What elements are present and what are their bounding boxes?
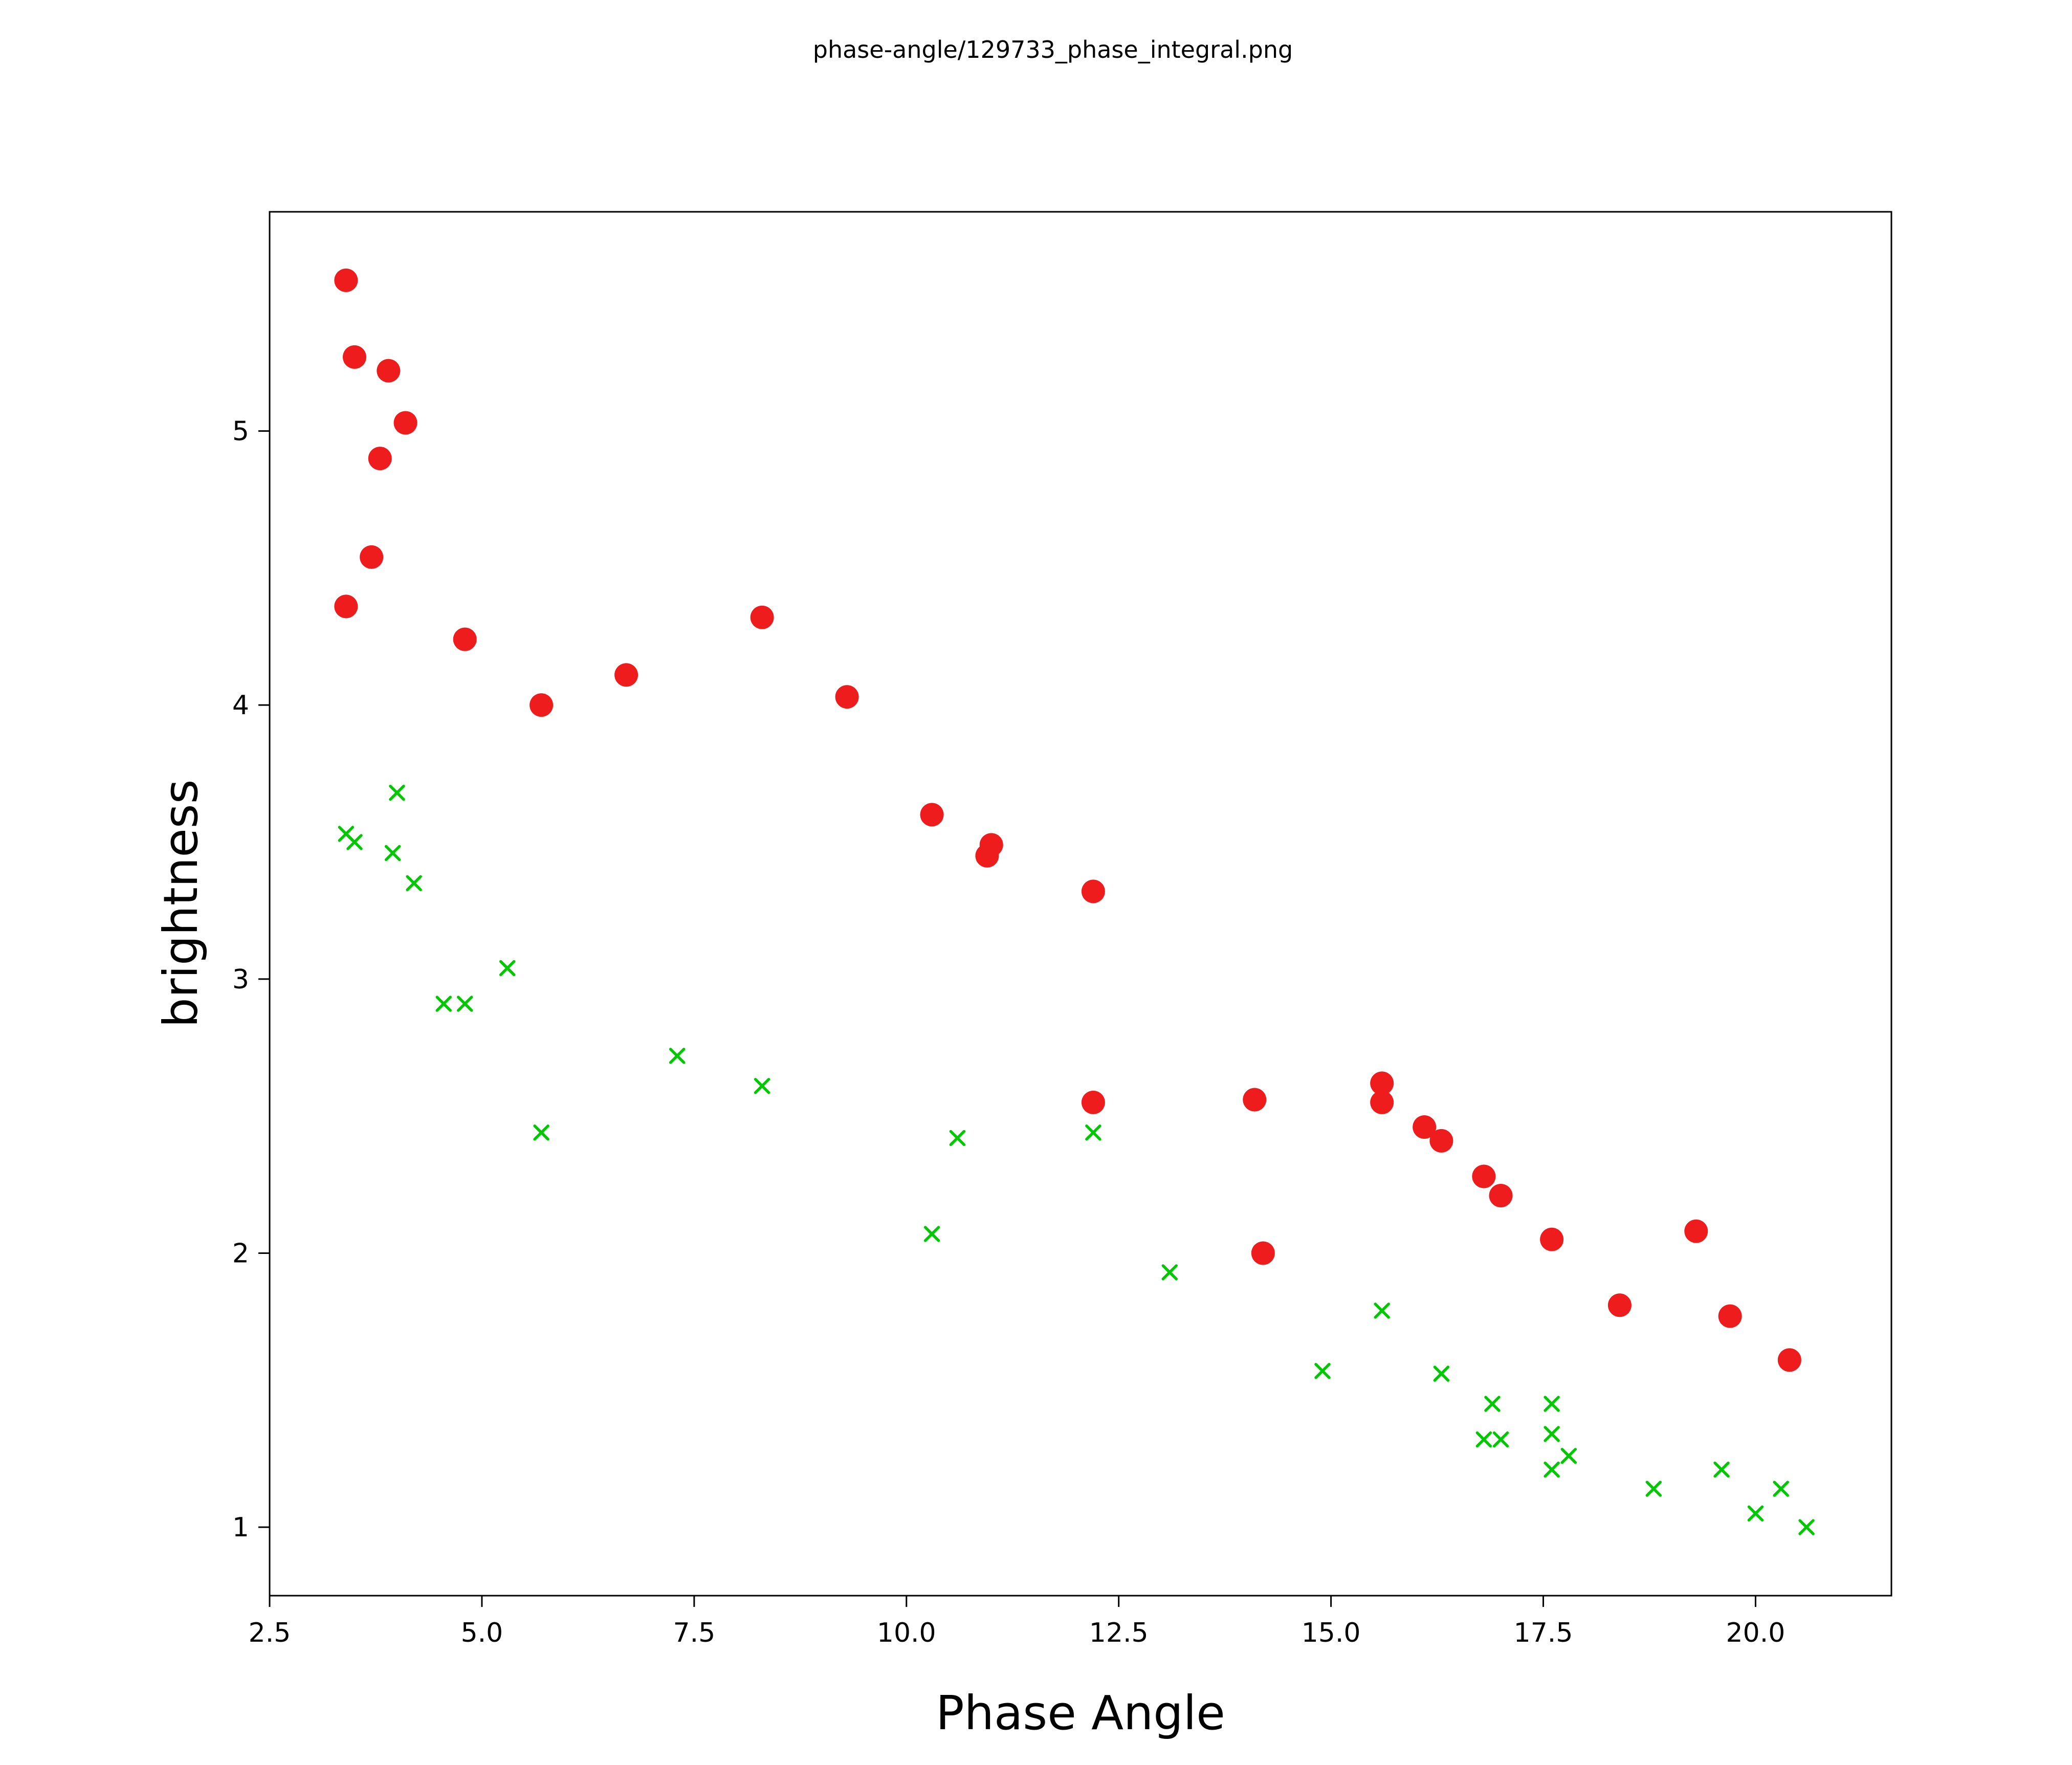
x-tick-label: 10.0 [877, 1618, 936, 1648]
x-tick-label: 17.5 [1514, 1618, 1573, 1648]
data-point-red-circles [1370, 1090, 1394, 1114]
data-point-green-crosses [456, 996, 473, 1012]
data-point-red-circles [1718, 1304, 1742, 1328]
y-tick-label: 4 [232, 690, 249, 721]
data-point-red-circles [1081, 879, 1105, 903]
data-point-green-crosses [435, 996, 452, 1012]
y-tick-label: 5 [232, 416, 249, 447]
data-point-red-circles [1251, 1241, 1275, 1265]
data-point-green-crosses [1560, 1448, 1577, 1464]
x-tick-label: 20.0 [1726, 1618, 1786, 1648]
data-point-green-crosses [754, 1077, 770, 1094]
data-point-green-crosses [499, 960, 516, 977]
x-tick-label: 12.5 [1089, 1618, 1149, 1648]
data-point-green-crosses [949, 1130, 966, 1146]
data-point-red-circles [835, 685, 859, 709]
data-point-red-circles [1684, 1219, 1708, 1243]
chart-title: phase-angle/129733_phase_integral.png [813, 36, 1293, 63]
data-point-green-crosses [669, 1048, 686, 1064]
data-point-red-circles [1540, 1227, 1564, 1251]
data-point-green-crosses [1544, 1461, 1560, 1478]
data-point-red-circles [334, 268, 358, 292]
data-point-green-crosses [1475, 1431, 1492, 1448]
x-tick-label: 2.5 [249, 1618, 291, 1648]
data-point-red-circles [377, 359, 401, 383]
y-tick-label: 3 [232, 964, 249, 995]
data-point-red-circles [1472, 1164, 1496, 1188]
data-point-red-circles [530, 693, 554, 717]
data-point-red-circles [368, 447, 392, 471]
data-point-red-circles [360, 545, 384, 569]
data-point-green-crosses [1484, 1396, 1501, 1412]
plot-area: 2.5 5.0 7.5 10.0 12.5 15.0 17.5 20.0 1 2 3 4 5 [232, 211, 1892, 1648]
y-tick-label: 2 [232, 1238, 249, 1269]
data-point-green-crosses [1492, 1431, 1509, 1448]
data-point-red-circles [1370, 1071, 1394, 1095]
data-point-green-crosses [923, 1226, 940, 1242]
data-point-red-circles [750, 605, 774, 629]
x-tick-label: 15.0 [1302, 1618, 1361, 1648]
data-point-red-circles [1777, 1348, 1801, 1372]
data-point-green-crosses [1544, 1426, 1560, 1442]
data-point-green-crosses [384, 845, 401, 862]
data-point-green-crosses [1798, 1519, 1815, 1535]
x-tick-label: 7.5 [673, 1618, 715, 1648]
plot-border [269, 211, 1892, 1597]
data-point-red-circles [1429, 1129, 1453, 1153]
data-point-red-circles [1081, 1090, 1105, 1114]
data-point-green-crosses [1433, 1365, 1450, 1382]
data-point-green-crosses [346, 834, 363, 850]
data-point-red-circles [1413, 1115, 1437, 1139]
data-point-green-crosses [1314, 1363, 1331, 1379]
data-point-green-crosses [1645, 1481, 1662, 1497]
y-tick-label: 1 [232, 1512, 249, 1543]
data-point-red-circles [334, 594, 358, 619]
data-point-red-circles [614, 663, 638, 687]
y-axis-label: brightness [153, 779, 208, 1027]
x-axis-label: Phase Angle [936, 1686, 1225, 1740]
data-point-red-circles [1243, 1088, 1267, 1112]
data-point-red-circles [975, 844, 999, 868]
data-point-green-crosses [406, 875, 422, 892]
data-point-green-crosses [1085, 1124, 1101, 1141]
data-point-red-circles [920, 803, 944, 827]
data-point-red-circles [453, 627, 477, 651]
x-tick-label: 5.0 [461, 1618, 503, 1648]
data-point-green-crosses [1773, 1481, 1789, 1497]
data-point-green-crosses [1161, 1264, 1178, 1281]
data-point-green-crosses [1544, 1396, 1560, 1412]
data-point-red-circles [1489, 1183, 1513, 1207]
data-point-red-circles [393, 411, 417, 435]
data-point-green-crosses [1747, 1505, 1764, 1522]
data-point-green-crosses [1713, 1461, 1730, 1478]
data-point-green-crosses [389, 784, 405, 801]
data-point-green-crosses [533, 1124, 549, 1141]
data-point-red-circles [342, 345, 366, 369]
data-point-red-circles [1607, 1293, 1632, 1317]
data-point-green-crosses [1374, 1303, 1390, 1319]
